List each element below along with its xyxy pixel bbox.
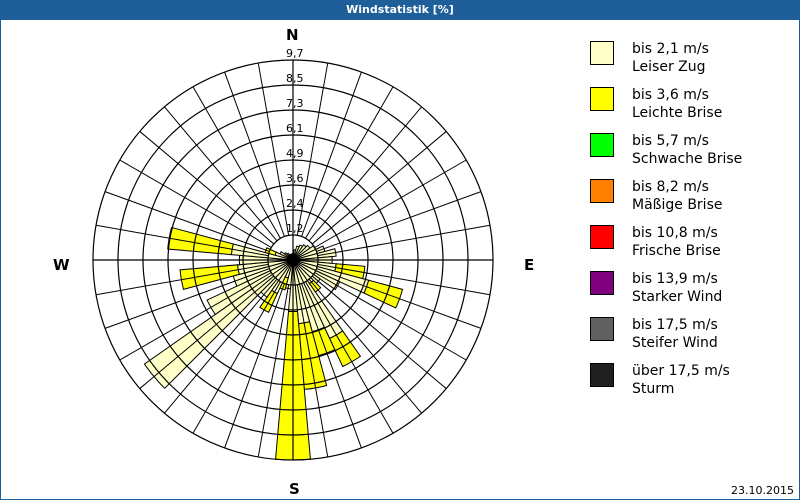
legend-swatch [590, 225, 614, 249]
legend-item: bis 10,8 m/s Frische Brise [590, 224, 790, 270]
legend-swatch [590, 271, 614, 295]
south-label: S [289, 480, 300, 498]
legend-swatch [590, 87, 614, 111]
wind-petal [363, 279, 404, 309]
chart-title: Windstatistik [%] [0, 0, 800, 20]
ring-label: 9,7 [286, 47, 304, 60]
legend-swatch [590, 41, 614, 65]
ring-label: 4,9 [286, 147, 304, 160]
wind-petal [264, 247, 277, 256]
east-label: E [524, 256, 535, 274]
legend-speed: über 17,5 m/s [632, 363, 730, 379]
north-label: N [286, 26, 299, 44]
legend-speed: bis 2,1 m/s [632, 41, 709, 57]
ring-label: 8,5 [286, 72, 304, 85]
legend-name: Schwache Brise [632, 151, 743, 167]
legend-speed: bis 5,7 m/s [632, 133, 709, 149]
wind-rose-plot: 1,2 2,4 3,6 4,9 6,1 7,3 8,5 9,7 [92, 47, 494, 461]
legend-item: bis 2,1 m/s Leiser Zug [590, 40, 790, 86]
legend-name: Leichte Brise [632, 105, 723, 121]
legend-name: Leiser Zug [632, 59, 706, 75]
legend-speed: bis 10,8 m/s [632, 225, 718, 241]
legend: bis 2,1 m/s Leiser Zug bis 3,6 m/s Leichte… [590, 40, 790, 408]
legend-speed: bis 13,9 m/s [632, 271, 718, 287]
legend-item: bis 5,7 m/s Schwache Brise [590, 132, 790, 178]
ring-label: 7,3 [286, 97, 304, 110]
west-label: W [53, 256, 70, 274]
legend-item: bis 8,2 m/s Mäßige Brise [590, 178, 790, 224]
legend-swatch [590, 179, 614, 203]
legend-speed: bis 8,2 m/s [632, 179, 709, 195]
legend-name: Starker Wind [632, 289, 723, 305]
ring-label: 6,1 [286, 122, 304, 135]
wind-rose: 1,2 2,4 3,6 4,9 6,1 7,3 8,5 9,7 N E S W [0, 20, 580, 500]
legend-name: Steifer Wind [632, 335, 718, 351]
legend-swatch [590, 133, 614, 157]
legend-swatch [590, 363, 614, 387]
legend-name: Mäßige Brise [632, 197, 723, 213]
legend-name: Sturm [632, 381, 675, 397]
legend-item: bis 3,6 m/s Leichte Brise [590, 86, 790, 132]
ring-label: 3,6 [286, 172, 304, 185]
legend-speed: bis 3,6 m/s [632, 87, 709, 103]
legend-item: bis 13,9 m/s Starker Wind [590, 270, 790, 316]
legend-item: bis 17,5 m/s Steifer Wind [590, 316, 790, 362]
ring-label: 1,2 [286, 222, 304, 235]
legend-swatch [590, 317, 614, 341]
legend-item: über 17,5 m/s Sturm [590, 362, 790, 408]
ring-label: 2,4 [286, 197, 304, 210]
wind-petal [328, 330, 362, 368]
wind-petal [167, 226, 234, 256]
legend-speed: bis 17,5 m/s [632, 317, 718, 333]
date-stamp: 23.10.2015 [731, 484, 794, 497]
wind-petal [179, 264, 240, 290]
legend-name: Frische Brise [632, 243, 721, 259]
